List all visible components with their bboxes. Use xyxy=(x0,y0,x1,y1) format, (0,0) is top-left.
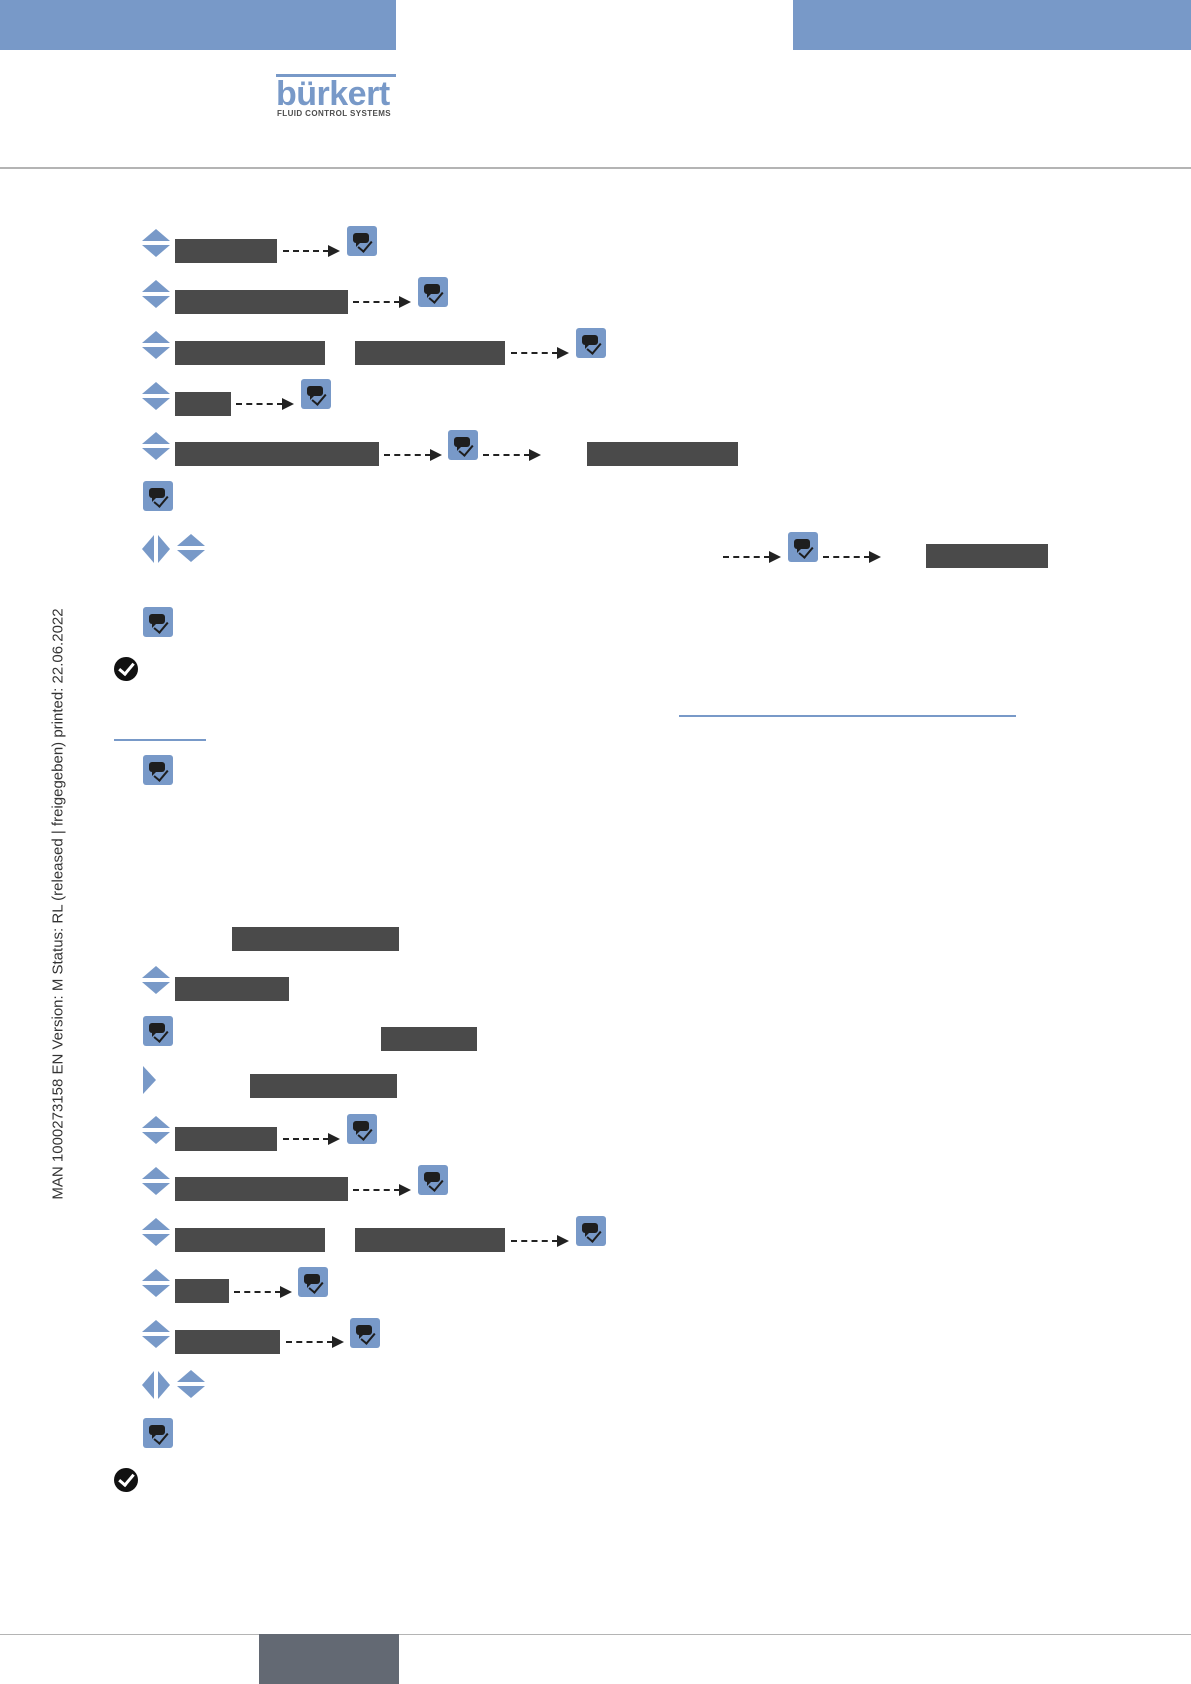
dashed-arrow-icon xyxy=(511,1234,569,1248)
header-band-right xyxy=(793,0,1191,50)
up-down-arrows-icon xyxy=(142,966,170,996)
ok-key-icon xyxy=(576,1216,606,1246)
up-down-arrows-icon xyxy=(142,331,170,361)
up-down-arrows-icon xyxy=(142,432,170,462)
logo-bar xyxy=(276,74,396,77)
up-down-arrows-icon xyxy=(142,1320,170,1350)
up-down-arrows-icon xyxy=(177,1370,205,1400)
burkert-logo: bürkert FLUID CONTROL SYSTEMS xyxy=(276,72,398,122)
logo-wordmark: bürkert xyxy=(276,75,390,113)
ok-key-icon xyxy=(576,328,606,358)
dashed-arrow-icon xyxy=(236,397,294,411)
ok-key-icon xyxy=(448,430,478,460)
ok-key-icon xyxy=(298,1267,328,1297)
menu-label-placeholder xyxy=(175,341,325,365)
check-badge-icon xyxy=(114,1468,138,1492)
ok-key-icon xyxy=(418,1165,448,1195)
menu-label-placeholder xyxy=(175,1228,325,1252)
cross-reference-link[interactable] xyxy=(679,715,1016,717)
dashed-arrow-icon xyxy=(483,448,541,462)
check-badge-icon xyxy=(114,657,138,681)
ok-key-icon xyxy=(301,379,331,409)
ok-key-icon xyxy=(418,277,448,307)
right-arrow-icon xyxy=(143,1066,157,1094)
up-down-arrows-icon xyxy=(142,1269,170,1299)
left-right-arrows-icon xyxy=(142,1370,172,1400)
dashed-arrow-icon xyxy=(283,1132,340,1146)
menu-label-placeholder xyxy=(175,392,231,416)
ok-key-icon xyxy=(347,226,377,256)
footer-divider xyxy=(0,1634,1191,1635)
dashed-arrow-icon xyxy=(384,448,442,462)
menu-label-placeholder xyxy=(250,1074,397,1098)
menu-label-placeholder xyxy=(175,1330,280,1354)
menu-label-placeholder xyxy=(232,927,399,951)
up-down-arrows-icon xyxy=(142,1167,170,1197)
menu-label-placeholder xyxy=(355,1228,505,1252)
dashed-arrow-icon xyxy=(283,244,340,258)
menu-label-placeholder xyxy=(175,1127,277,1151)
dashed-arrow-icon xyxy=(353,1183,411,1197)
logo-tagline: FLUID CONTROL SYSTEMS xyxy=(277,109,392,118)
up-down-arrows-icon xyxy=(142,1116,170,1146)
ok-key-icon xyxy=(350,1318,380,1348)
menu-label-placeholder xyxy=(175,442,379,466)
ok-key-icon xyxy=(788,532,818,562)
page-number-tab xyxy=(259,1634,399,1684)
dashed-arrow-icon xyxy=(723,550,781,564)
menu-label-placeholder xyxy=(175,1279,229,1303)
dashed-arrow-icon xyxy=(511,346,569,360)
document-status-text: MAN 1000273158 EN Version: M Status: RL … xyxy=(49,608,67,1200)
cross-reference-link[interactable] xyxy=(114,739,206,741)
up-down-arrows-icon xyxy=(177,534,205,564)
ok-key-icon xyxy=(143,1016,173,1046)
ok-key-icon xyxy=(143,607,173,637)
ok-key-icon xyxy=(143,755,173,785)
ok-key-icon xyxy=(143,1418,173,1448)
ok-key-icon xyxy=(347,1114,377,1144)
dashed-arrow-icon xyxy=(353,295,411,309)
menu-label-placeholder xyxy=(355,341,505,365)
menu-label-placeholder xyxy=(175,977,289,1001)
menu-label-placeholder xyxy=(381,1027,477,1051)
menu-label-placeholder xyxy=(175,1177,348,1201)
menu-label-placeholder xyxy=(587,442,738,466)
left-right-arrows-icon xyxy=(142,534,172,564)
menu-label-placeholder xyxy=(926,544,1048,568)
header-divider xyxy=(0,167,1191,169)
dashed-arrow-icon xyxy=(234,1285,292,1299)
dashed-arrow-icon xyxy=(823,550,881,564)
menu-label-placeholder xyxy=(175,239,277,263)
dashed-arrow-icon xyxy=(286,1335,344,1349)
up-down-arrows-icon xyxy=(142,382,170,412)
up-down-arrows-icon xyxy=(142,1218,170,1248)
header-band-left xyxy=(0,0,396,50)
up-down-arrows-icon xyxy=(142,229,170,259)
up-down-arrows-icon xyxy=(142,280,170,310)
ok-key-icon xyxy=(143,481,173,511)
menu-label-placeholder xyxy=(175,290,348,314)
